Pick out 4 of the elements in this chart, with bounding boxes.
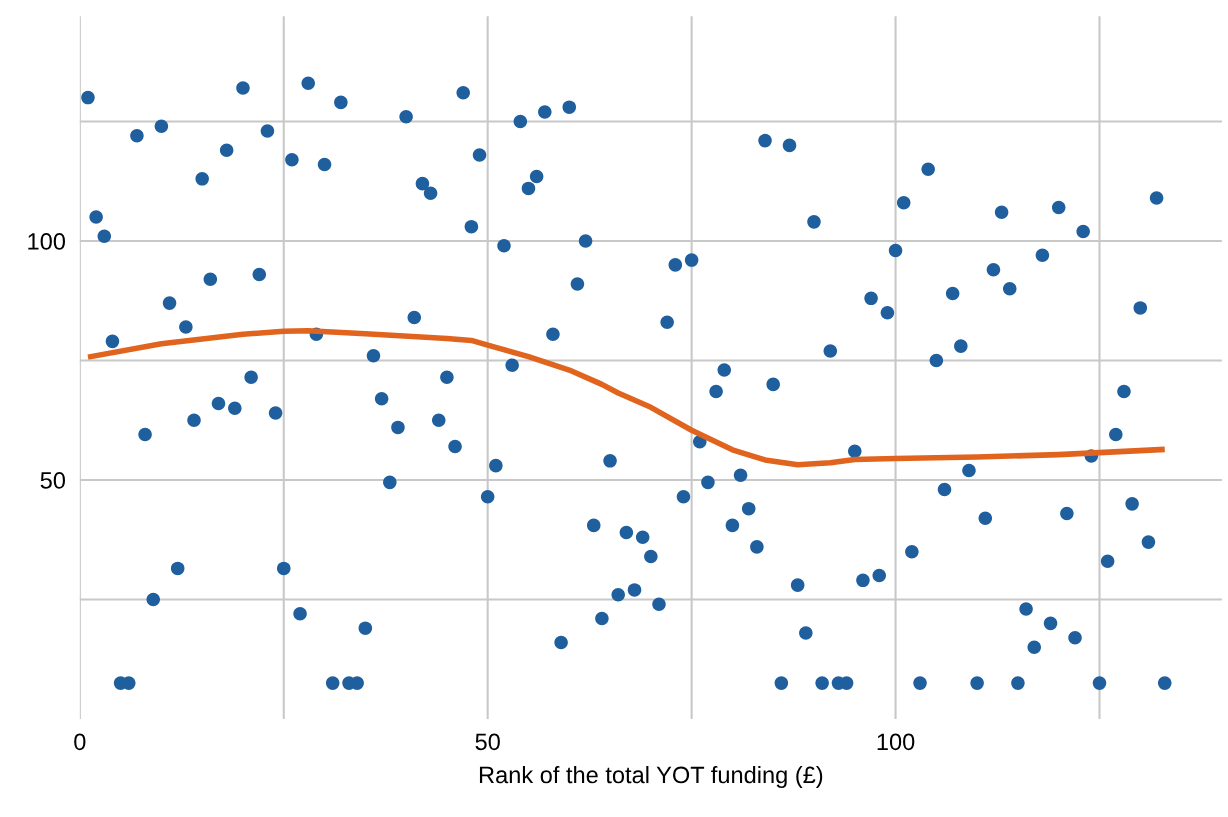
x-axis-title: Rank of the total YOT funding (£) [479, 765, 823, 788]
x-tick-label: 0 [74, 733, 86, 751]
x-tick-label: 100 [877, 733, 915, 751]
x-tick-label: 50 [475, 733, 500, 751]
